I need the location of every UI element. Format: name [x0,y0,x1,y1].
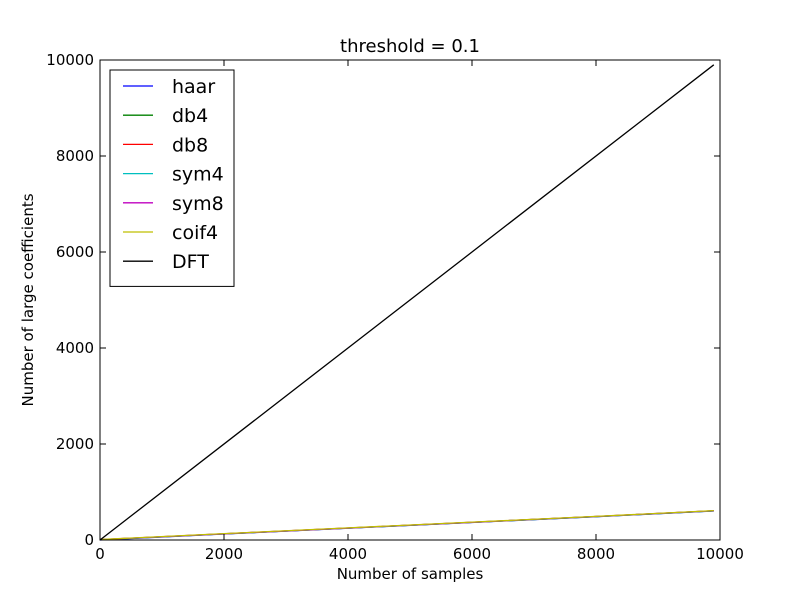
legend-label-coif4: coif4 [172,222,218,244]
chart-title: threshold = 0.1 [340,36,480,57]
series-layer [99,64,715,541]
y-tick-label: 6000 [56,243,94,261]
series-line-coif4 [99,509,714,541]
x-tick-label: 4000 [329,545,367,563]
legend-label-sym8: sym8 [172,193,224,215]
ticks-layer: 0 2000 4000 6000 8000 10000 0 2000 4000 6000 8000 1… [46,51,744,563]
x-tick-label: 10000 [696,545,744,563]
x-tick-label: 0 [95,545,105,563]
legend-label-db8: db8 [172,134,208,156]
series-line-dft [99,64,715,541]
legend-box [109,69,235,287]
legend-label-dft: DFT [172,251,209,273]
y-tick-label: 10000 [46,51,94,69]
plot-frame [99,59,721,541]
y-axis-label: Number of large coefficients [19,193,37,406]
legend: haar db4 db8 sym4 sym8 coif4 DFT [109,69,235,287]
y-tick-label: 2000 [56,435,94,453]
x-tick-label: 8000 [577,545,615,563]
x-tick-label: 6000 [453,545,491,563]
y-tick-label: 4000 [56,339,94,357]
legend-label-sym4: sym4 [172,164,224,186]
legend-label-db4: db4 [172,105,208,127]
x-axis-label: Number of samples [337,565,484,583]
y-tick-label: 8000 [56,147,94,165]
y-tick-label: 0 [84,531,94,549]
legend-label-haar: haar [172,76,215,98]
x-tick-label: 2000 [205,545,243,563]
